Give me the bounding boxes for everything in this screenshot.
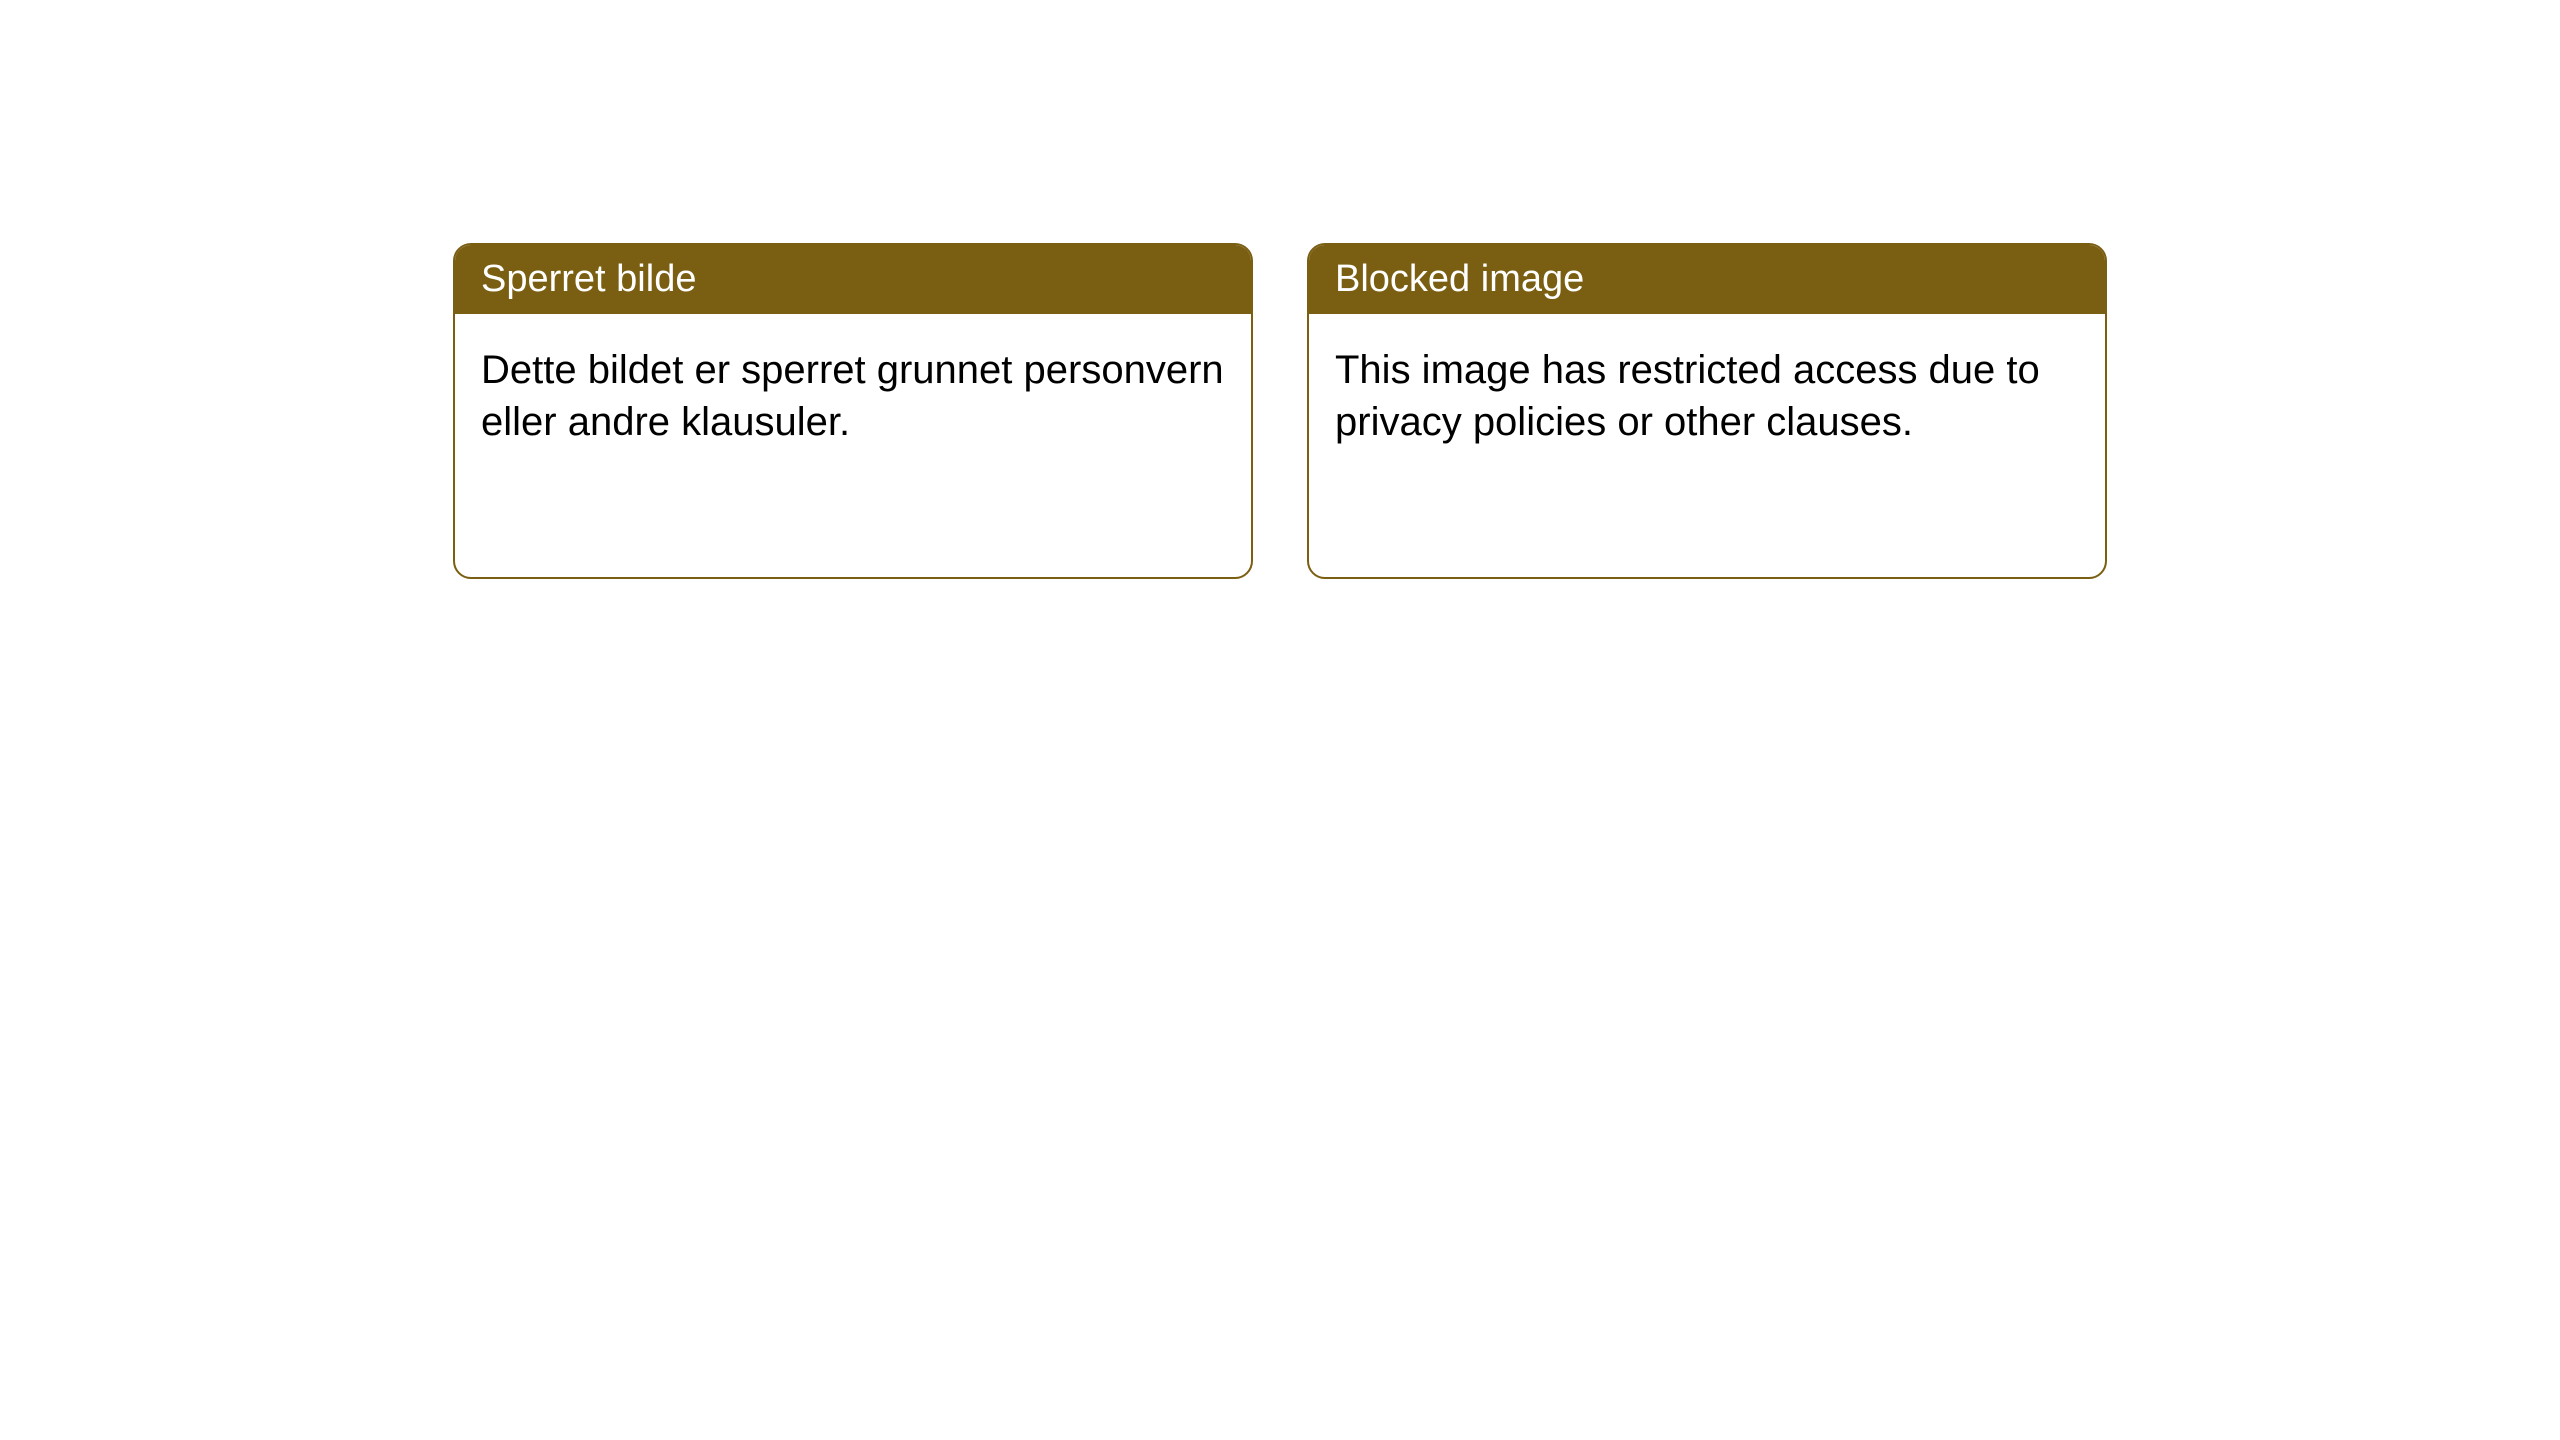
notice-card-no: Sperret bilde Dette bildet er sperret gr… [453, 243, 1253, 579]
notice-container: Sperret bilde Dette bildet er sperret gr… [453, 243, 2107, 579]
notice-card-en: Blocked image This image has restricted … [1307, 243, 2107, 579]
notice-title-no: Sperret bilde [455, 245, 1251, 314]
notice-body-no: Dette bildet er sperret grunnet personve… [455, 314, 1251, 478]
notice-title-en: Blocked image [1309, 245, 2105, 314]
notice-body-en: This image has restricted access due to … [1309, 314, 2105, 478]
